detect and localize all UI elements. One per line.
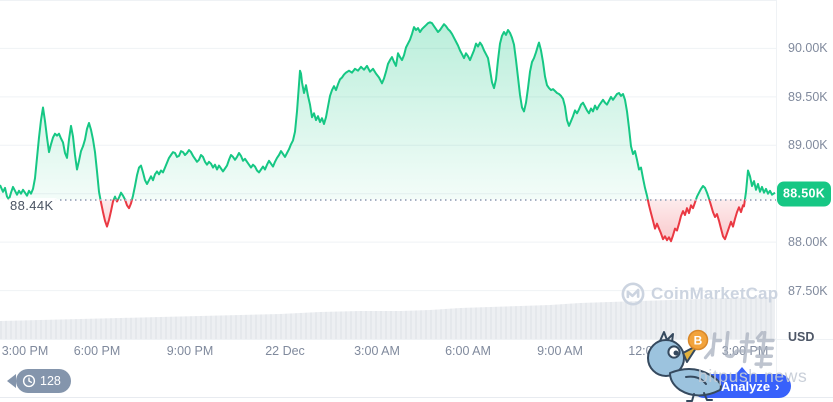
y-axis-tick: 89.50K xyxy=(788,89,828,104)
chevron-right-icon: › xyxy=(775,378,780,394)
price-line xyxy=(0,21,776,243)
price-line-red xyxy=(7,199,746,243)
price-line-green xyxy=(0,21,776,200)
volume-bars-texture xyxy=(0,297,775,340)
x-axis-tick: 9:00 PM xyxy=(166,344,214,358)
x-axis-tick: 3:00 PM xyxy=(1,344,49,358)
clock-icon xyxy=(22,374,36,388)
history-count: 128 xyxy=(40,374,61,388)
plot-area[interactable] xyxy=(0,0,776,340)
x-axis-tick: 6:00 AM xyxy=(445,344,491,358)
coinmarketcap-icon xyxy=(700,378,716,394)
volume-area xyxy=(0,297,775,340)
current-price-badge: 88.50K xyxy=(777,181,832,207)
y-axis-tick: 89.00K xyxy=(788,138,828,153)
baseline-dotted-line xyxy=(55,198,776,201)
x-axis-tick: 9:00 AM xyxy=(537,344,583,358)
history-count-badge[interactable]: 128 xyxy=(16,369,71,393)
y-axis-tick: 90.00K xyxy=(788,41,828,56)
area-fill-above-baseline xyxy=(0,22,775,200)
x-axis-tick: 12:00 PM xyxy=(628,344,682,358)
analyze-button[interactable]: Analyze › xyxy=(692,374,792,398)
y-axis-tick: 87.50K xyxy=(788,283,828,298)
y-axis-tick: 88.00K xyxy=(788,235,828,250)
y-axis-separator xyxy=(776,0,777,398)
currency-unit-label: USD xyxy=(788,330,815,344)
x-axis-tick: 6:00 PM xyxy=(73,344,121,358)
x-axis-separator xyxy=(0,339,833,340)
x-axis-tick: 3:00 AM xyxy=(354,344,400,358)
baseline-price-label: 88.44K xyxy=(8,197,58,214)
area-fill-below-baseline xyxy=(100,199,745,242)
analyze-label: Analyze xyxy=(721,378,771,394)
x-axis-tick: 22 Dec xyxy=(265,344,305,358)
x-axis-tick: 3:00 PM xyxy=(721,344,769,358)
panel-divider xyxy=(0,397,833,398)
